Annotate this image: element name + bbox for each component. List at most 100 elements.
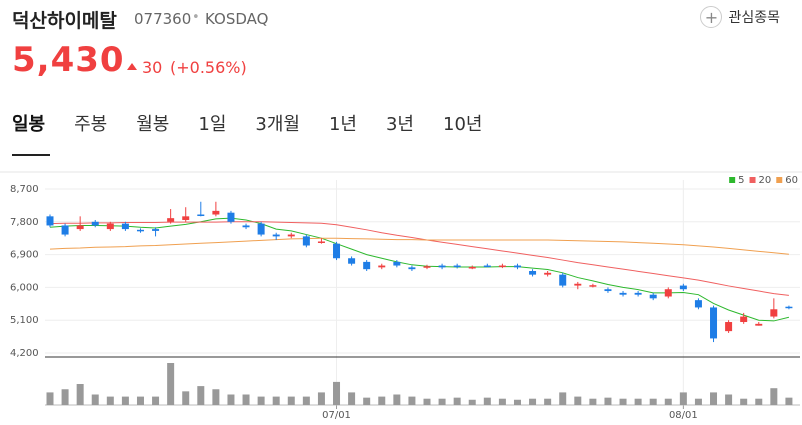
candle-body: [182, 216, 190, 220]
volume-bar: [423, 398, 431, 405]
volume-bar: [106, 396, 114, 405]
volume-bar: [664, 398, 672, 405]
volume-bar: [272, 396, 280, 405]
volume-bar: [619, 398, 627, 405]
volume-bar: [755, 398, 763, 405]
volume-bar: [393, 394, 401, 405]
volume-bar: [121, 396, 129, 405]
candle-body: [272, 234, 280, 237]
market: KOSDAQ: [205, 10, 269, 28]
candle-body: [152, 229, 160, 231]
stock-name: 덕산하이메탈: [12, 10, 117, 32]
tab[interactable]: 3개월: [255, 114, 300, 135]
candle-body: [710, 307, 718, 339]
volume-bar: [242, 394, 250, 405]
volume-bar: [182, 391, 190, 405]
candle-body: [649, 294, 657, 299]
tab[interactable]: 10년: [443, 114, 483, 135]
candle-body: [559, 274, 567, 286]
candle-body: [197, 214, 205, 217]
candle-body: [378, 265, 386, 268]
volume-bar: [529, 398, 537, 405]
legend-label: 60: [785, 175, 798, 186]
candle-body: [634, 292, 642, 295]
moving-average: [49, 237, 789, 255]
volume-bar: [710, 392, 718, 405]
tab[interactable]: 월봉: [136, 114, 170, 135]
candle-body: [167, 218, 175, 222]
candle-body: [740, 316, 748, 323]
candle-body: [242, 225, 250, 228]
volume-bar: [348, 392, 356, 405]
candle-body: [725, 322, 733, 332]
price: 5,430: [12, 40, 125, 80]
candle-body: [76, 225, 84, 230]
volume-bar: [46, 392, 54, 405]
volume-bar: [438, 398, 446, 405]
candle-body: [408, 267, 416, 270]
candle-body: [212, 210, 220, 215]
volume-bar: [468, 399, 476, 405]
volume-bar: [785, 397, 793, 405]
watch-label: 관심종목: [728, 10, 780, 26]
candle-body: [46, 216, 54, 226]
volume-bar: [152, 396, 160, 405]
candle-body: [136, 229, 144, 232]
candle-body: [513, 265, 521, 268]
candle-body: [61, 225, 69, 235]
y-tick-label: 4,200: [10, 348, 39, 359]
tab[interactable]: 주봉: [74, 114, 108, 135]
volume-bar: [257, 396, 265, 405]
candle-body: [468, 266, 476, 269]
volume-bar: [197, 386, 205, 405]
legend-swatch: [776, 177, 783, 183]
legend-label: 20: [759, 175, 772, 186]
tab[interactable]: 3년: [385, 114, 414, 135]
volume-bar: [287, 396, 295, 405]
candle-body: [498, 265, 506, 268]
candle-body: [317, 241, 325, 243]
candle-body: [589, 285, 597, 287]
candle-body: [785, 306, 793, 309]
tab[interactable]: 1일: [198, 114, 227, 135]
volume-bar: [317, 392, 325, 405]
candle-body: [544, 272, 552, 275]
plus-icon: +: [700, 6, 723, 28]
change-percent: (+0.56%): [170, 58, 247, 77]
volume-bar: [725, 394, 733, 405]
volume-bar: [740, 398, 748, 405]
candle-body: [619, 292, 627, 295]
candle-body: [227, 212, 235, 222]
watch-button[interactable]: + 관심종목: [700, 6, 780, 28]
candle-body: [679, 285, 687, 290]
volume-bar: [227, 394, 235, 405]
change: 30: [142, 58, 163, 77]
volume-bar: [513, 399, 521, 405]
candle-body: [91, 221, 99, 226]
candle-body: [348, 258, 356, 264]
volume-bar: [408, 396, 416, 405]
y-tick-label: 6,000: [10, 282, 39, 293]
y-tick-label: 7,800: [10, 217, 39, 228]
volume-bar: [498, 398, 506, 405]
candle-body: [393, 261, 401, 266]
x-tick-label: 07/01: [322, 410, 351, 421]
candle-body: [770, 309, 778, 317]
volume-bar: [574, 396, 582, 405]
volume-bar: [589, 398, 597, 405]
candle-body: [302, 236, 310, 246]
legend-label: 5: [738, 175, 744, 186]
candle-body: [664, 289, 672, 297]
volume-bar: [76, 384, 84, 405]
volume-bar: [167, 363, 175, 405]
tab[interactable]: 일봉: [12, 114, 46, 135]
candle-body: [529, 271, 537, 275]
y-tick-label: 6,900: [10, 250, 39, 261]
candle-body: [106, 223, 114, 230]
volume-bar: [212, 389, 220, 405]
candle-body: [755, 323, 763, 326]
tab[interactable]: 1년: [328, 114, 357, 135]
candle-body: [574, 283, 582, 286]
